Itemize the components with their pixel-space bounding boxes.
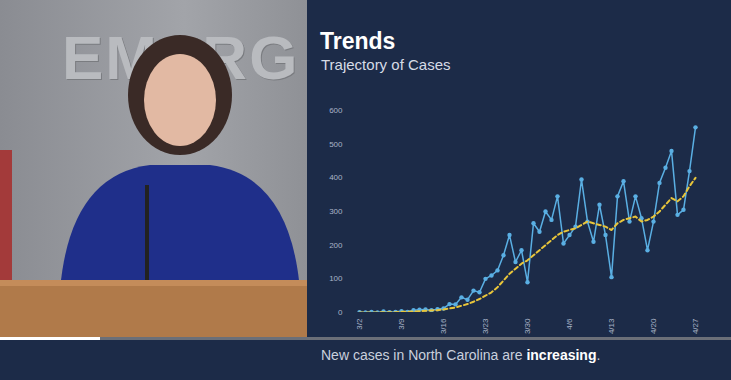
svg-text:600: 600 xyxy=(329,106,343,115)
svg-text:0: 0 xyxy=(338,308,343,317)
svg-text:4/13: 4/13 xyxy=(607,318,616,334)
svg-text:100: 100 xyxy=(329,274,343,283)
svg-text:3/9: 3/9 xyxy=(397,318,406,330)
html-text:Trajectory of Cases: Trajectory of Cases xyxy=(321,56,451,73)
svg-text:3/23: 3/23 xyxy=(481,318,490,334)
svg-text:500: 500 xyxy=(329,140,343,149)
svg-text:4/27: 4/27 xyxy=(691,318,700,334)
svg-text:4/6: 4/6 xyxy=(565,318,574,330)
html-text:EMERG: EMERG xyxy=(62,23,300,92)
svg-text:200: 200 xyxy=(329,241,343,250)
svg-text:3/2: 3/2 xyxy=(355,318,364,330)
svg-text:3/30: 3/30 xyxy=(523,318,532,334)
svg-text:4/20: 4/20 xyxy=(649,318,658,334)
html-text:Trends: Trends xyxy=(320,28,396,54)
svg-text:3/16: 3/16 xyxy=(439,318,448,334)
svg-text:400: 400 xyxy=(329,173,343,182)
html-text:New cases in North Carolina ar: New cases in North Carolina are increasi… xyxy=(321,347,601,363)
svg-text:300: 300 xyxy=(329,207,343,216)
